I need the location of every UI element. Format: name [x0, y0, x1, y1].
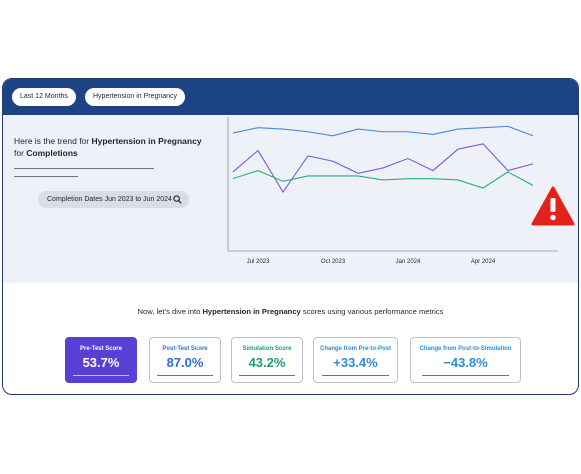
dashboard-card: Last 12 Months Hypertension in Pregnancy…: [2, 78, 579, 395]
series-line-3: [232, 170, 534, 189]
metric-value: 43.2%: [248, 355, 286, 370]
metric-value: 53.7%: [82, 355, 120, 370]
period-filter-button[interactable]: Last 12 Months: [12, 88, 76, 106]
metric-value: −43.8%: [443, 355, 488, 370]
topic-filter-button[interactable]: Hypertension in Pregnancy: [85, 88, 186, 106]
metric-card-change-post-simulation[interactable]: Change from Post-to-Simulation −43.8%: [410, 337, 521, 383]
metric-label: Pre-Test Score: [80, 346, 122, 352]
x-tick-label: Jul 2023: [247, 259, 270, 265]
x-tick-label: Oct 2023: [321, 259, 346, 265]
divider-line: [14, 176, 78, 177]
date-range-label: Completion Dates Jun 2023 to Jun 2024: [47, 196, 172, 203]
metrics-heading: Now, let’s dive into Hypertension in Pre…: [137, 307, 444, 316]
metric-label: Post-Test Score: [162, 346, 208, 352]
divider-line: [14, 168, 154, 169]
metric-card-post-test[interactable]: Post-Test Score 87.0%: [149, 337, 221, 383]
metric-card-change-pre-post[interactable]: Change from Pre-to-Post +33.4%: [313, 337, 398, 383]
x-tick-label: Jan 2024: [396, 259, 421, 265]
metric-label: Change from Pre-to-Post: [319, 346, 391, 352]
series-line-1: [232, 125, 534, 137]
metric-value: 87.0%: [166, 355, 204, 370]
metric-card-pre-test[interactable]: Pre-Test Score 53.7%: [65, 337, 137, 383]
metric-card-simulation[interactable]: Simulation Score 43.2%: [231, 337, 303, 383]
metric-label: Change from Post-to-Simulation: [419, 346, 512, 352]
filter-bar: Last 12 Months Hypertension in Pregnancy: [3, 79, 578, 115]
metric-value: +33.4%: [333, 355, 378, 370]
date-range-search[interactable]: Completion Dates Jun 2023 to Jun 2024: [38, 191, 189, 208]
search-icon: [173, 195, 182, 204]
series-line-2: [232, 143, 534, 194]
trend-chart: Jul 2023 Oct 2023 Jan 2024 Apr 2024: [227, 117, 558, 265]
x-tick-label: Apr 2024: [471, 259, 496, 265]
trend-heading: Here is the trend for Hypertension in Pr…: [14, 136, 202, 158]
metric-label: Simulation Score: [242, 346, 292, 352]
warning-icon: [531, 186, 575, 226]
